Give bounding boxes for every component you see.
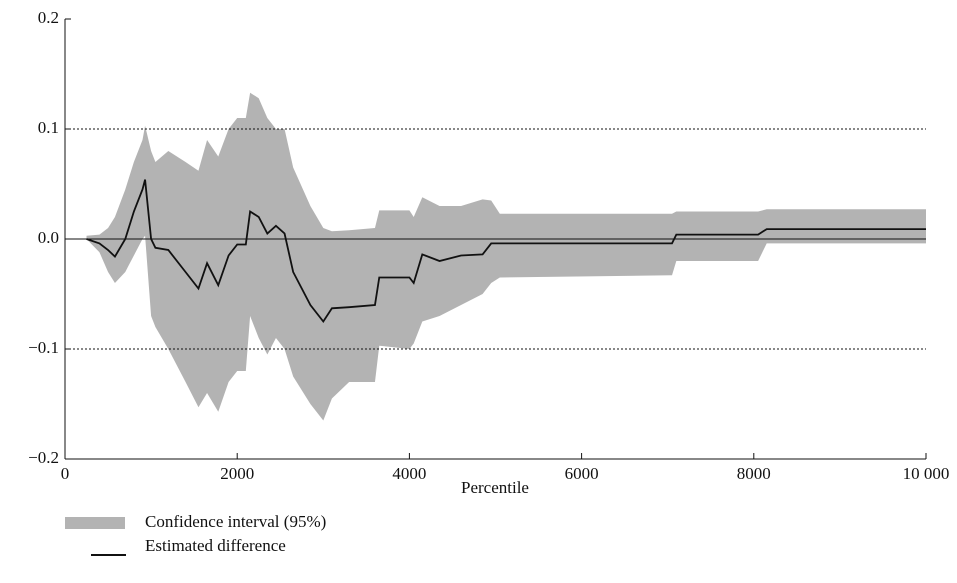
x-tick-label: 2000	[220, 464, 254, 483]
legend-label: Confidence interval (95%)	[145, 512, 326, 531]
y-tick-label: 0.2	[38, 8, 59, 27]
x-tick-label: 10 000	[903, 464, 950, 483]
x-tick-label: 0	[61, 464, 70, 483]
confidence-band	[86, 92, 926, 421]
x-tick-label: 6000	[565, 464, 599, 483]
x-tick-label: 8000	[737, 464, 771, 483]
y-tick-label: 0.1	[38, 118, 59, 137]
y-tick-label: −0.1	[28, 338, 59, 357]
x-axis-label: Percentile	[461, 478, 529, 497]
estimate-line	[86, 179, 926, 324]
legend-swatch	[65, 517, 125, 529]
y-tick-label: −0.2	[28, 448, 59, 467]
legend-label: Estimated difference	[145, 536, 286, 555]
x-tick-label: 4000	[392, 464, 426, 483]
y-tick-label: 0.0	[38, 228, 59, 247]
